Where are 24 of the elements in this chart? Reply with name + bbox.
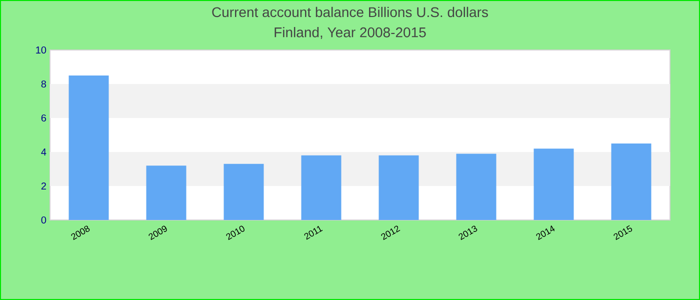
bar bbox=[534, 148, 574, 220]
bar bbox=[224, 164, 264, 220]
y-tick-label: 10 bbox=[36, 46, 46, 54]
bar bbox=[301, 155, 342, 220]
x-tick-label: 2014 bbox=[536, 225, 555, 240]
chart-subtitle: Finland, Year 2008-2015 bbox=[274, 27, 426, 39]
y-tick-label: 4 bbox=[41, 148, 46, 156]
bar bbox=[146, 166, 186, 220]
x-tick-label: 2010 bbox=[226, 226, 244, 240]
y-tick-label: 8 bbox=[41, 80, 46, 88]
bar bbox=[611, 144, 652, 220]
chart-title: Current account balance Billions U.S. dollars bbox=[212, 6, 488, 18]
x-tick-label: 2013 bbox=[458, 226, 478, 240]
x-tick-label: 2008 bbox=[71, 226, 90, 240]
y-tick-label: 2 bbox=[41, 182, 46, 190]
bar bbox=[68, 75, 109, 220]
x-tick-label: 2012 bbox=[381, 226, 400, 240]
bar bbox=[378, 155, 419, 220]
x-tick-label: 2011 bbox=[304, 226, 323, 240]
y-tick-label: 6 bbox=[41, 114, 46, 122]
x-tick-label: 2009 bbox=[148, 226, 167, 240]
x-tick-label: 2015 bbox=[614, 225, 632, 240]
bar bbox=[456, 154, 496, 220]
y-tick-label: 0 bbox=[41, 216, 46, 224]
